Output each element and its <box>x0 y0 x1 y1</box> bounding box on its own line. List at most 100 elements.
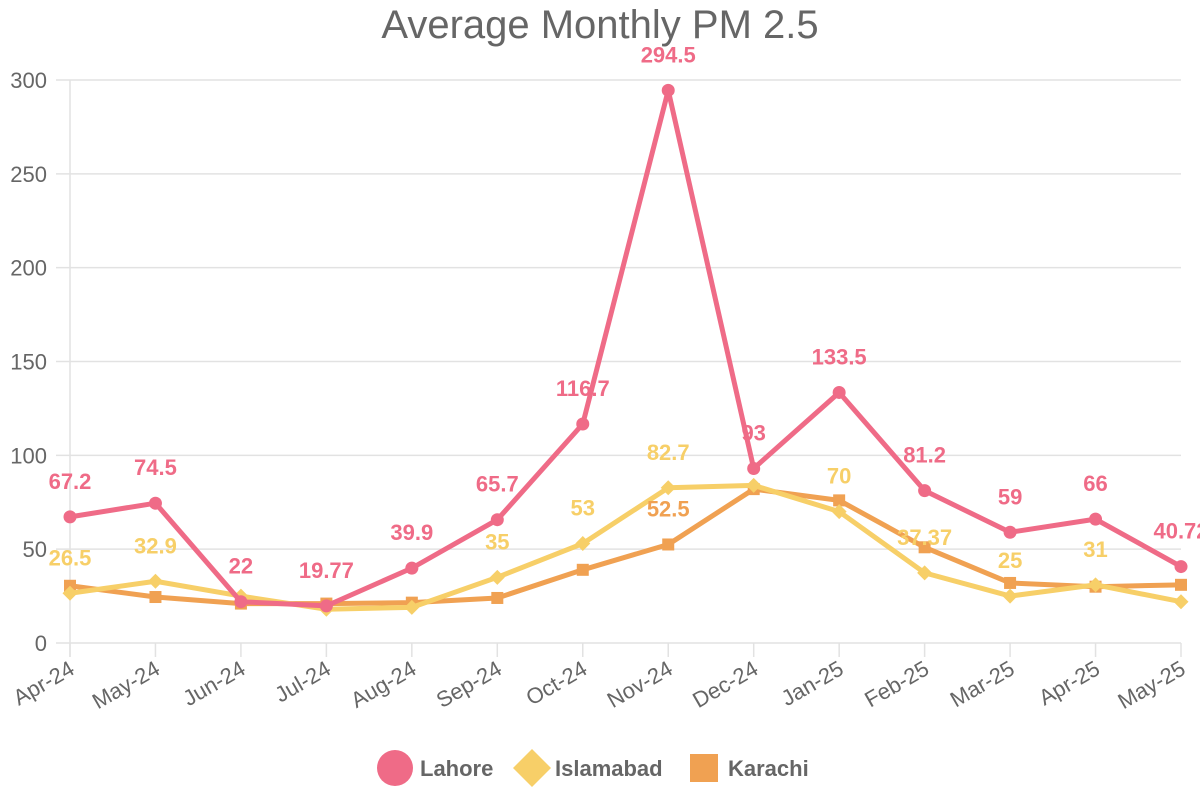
data-point-islamabad <box>746 477 762 493</box>
legend-label: Lahore <box>420 756 493 781</box>
legend-item-islamabad[interactable]: Islamabad <box>513 749 663 787</box>
y-tick-label: 200 <box>10 256 47 281</box>
y-tick-label: 300 <box>10 68 47 93</box>
data-label-islamabad: 53 <box>571 496 595 521</box>
data-point-lahore <box>234 595 248 609</box>
y-tick-label: 250 <box>10 162 47 187</box>
x-tick-label: Nov-24 <box>603 656 677 713</box>
data-point-islamabad <box>62 585 78 601</box>
data-point-karachi <box>491 591 504 604</box>
data-point-karachi <box>1004 576 1017 589</box>
series-group <box>62 83 1189 617</box>
x-tick-label: May-25 <box>1113 656 1189 714</box>
x-tick-label: Sep-24 <box>432 656 506 713</box>
data-point-karachi <box>918 541 931 554</box>
data-label-islamabad: 37.37 <box>897 525 952 550</box>
series-line-islamabad <box>69 482 1182 612</box>
data-label-lahore: 74.5 <box>134 455 177 480</box>
data-point-karachi <box>662 538 675 551</box>
data-label-lahore: 65.7 <box>476 472 519 497</box>
x-tick-label: Oct-24 <box>522 656 592 711</box>
data-point-lahore <box>1174 560 1188 574</box>
data-point-karachi <box>149 591 162 604</box>
x-tick-label: Aug-24 <box>346 656 420 713</box>
series-islamabad <box>62 477 1189 617</box>
data-label-islamabad: 32.9 <box>134 533 177 558</box>
data-label-lahore: 294.5 <box>641 42 696 67</box>
data-label-lahore: 133.5 <box>812 344 867 369</box>
data-point-islamabad <box>404 599 420 615</box>
data-point-lahore <box>747 461 761 475</box>
legend-label: Islamabad <box>555 756 663 781</box>
data-point-islamabad <box>1173 594 1189 610</box>
grid <box>56 79 1181 657</box>
y-axis: 0 50 100 150 200 250 300 <box>10 68 47 656</box>
data-point-islamabad <box>831 504 847 520</box>
data-label-lahore: 81.2 <box>903 443 946 468</box>
data-point-lahore <box>319 599 333 613</box>
data-point-lahore <box>832 385 846 399</box>
x-tick-label: Jul-24 <box>270 656 334 708</box>
data-point-islamabad <box>917 565 933 581</box>
x-tick-label: Feb-25 <box>860 656 933 713</box>
data-point-karachi <box>576 563 589 576</box>
data-point-karachi <box>1175 578 1187 591</box>
legend-item-karachi[interactable]: Karachi <box>690 754 809 782</box>
legend-label: Karachi <box>728 756 809 781</box>
legend-swatch-circle <box>377 750 413 786</box>
data-point-islamabad <box>489 569 505 585</box>
data-label-islamabad: 31 <box>1083 537 1107 562</box>
data-point-islamabad <box>1002 588 1018 604</box>
data-point-islamabad <box>575 536 591 552</box>
data-label-lahore: 40.72 <box>1153 519 1200 544</box>
x-tick-label: Jun-24 <box>179 656 250 711</box>
data-point-lahore <box>1003 525 1017 539</box>
x-tick-label: Jan-25 <box>777 656 848 711</box>
x-tick-label: Apr-24 <box>9 656 79 711</box>
data-label-lahore: 67.2 <box>49 469 92 494</box>
legend-item-lahore[interactable]: Lahore <box>377 750 493 786</box>
y-tick-label: 100 <box>10 443 47 468</box>
data-point-lahore <box>405 561 419 575</box>
y-tick-label: 0 <box>35 631 47 656</box>
data-point-lahore <box>1089 512 1103 526</box>
legend-swatch-diamond <box>513 749 551 787</box>
x-tick-label: May-24 <box>88 656 164 714</box>
data-label-karachi: 52.5 <box>647 496 690 521</box>
data-point-lahore <box>576 417 590 431</box>
data-label-islamabad: 82.7 <box>647 440 690 465</box>
legend[interactable]: Lahore Islamabad Karachi <box>377 749 809 787</box>
x-tick-label: Mar-25 <box>946 656 1019 712</box>
data-point-islamabad <box>660 480 676 496</box>
data-label-islamabad: 26.5 <box>49 545 92 570</box>
data-label-lahore: 93 <box>741 420 765 445</box>
legend-swatch-square <box>690 754 718 782</box>
data-label-lahore: 22 <box>229 554 253 579</box>
y-tick-label: 150 <box>10 350 47 375</box>
data-point-islamabad <box>1088 577 1104 593</box>
data-label-islamabad: 25 <box>998 548 1022 573</box>
x-axis: Apr-24 May-24 Jun-24 Jul-24 Aug-24 Sep-24 Oct-… <box>9 643 1190 714</box>
data-labels: 67.2 74.5 22 19.77 39.9 65.7 116.7 294.5 93 133.5… <box>49 42 1200 583</box>
data-point-karachi <box>833 494 846 507</box>
y-tick-label: 50 <box>23 537 47 562</box>
data-point-karachi <box>64 579 76 592</box>
data-point-lahore <box>918 484 932 498</box>
data-point-lahore <box>63 510 77 524</box>
data-label-lahore: 66 <box>1083 471 1107 496</box>
data-label-lahore: 59 <box>998 484 1022 509</box>
data-label-lahore: 39.9 <box>390 520 433 545</box>
data-label-islamabad: 70 <box>827 464 851 489</box>
data-point-islamabad <box>147 573 163 589</box>
data-point-lahore <box>148 496 162 510</box>
data-label-islamabad: 35 <box>485 529 509 554</box>
chart-title: Average Monthly PM 2.5 <box>381 3 818 47</box>
data-point-lahore <box>490 513 504 527</box>
data-label-lahore: 19.77 <box>299 558 354 583</box>
data-label-lahore: 116.7 <box>556 376 610 401</box>
x-tick-label: Apr-25 <box>1034 656 1104 711</box>
x-tick-label: Dec-24 <box>688 656 762 713</box>
data-point-lahore <box>661 83 675 97</box>
